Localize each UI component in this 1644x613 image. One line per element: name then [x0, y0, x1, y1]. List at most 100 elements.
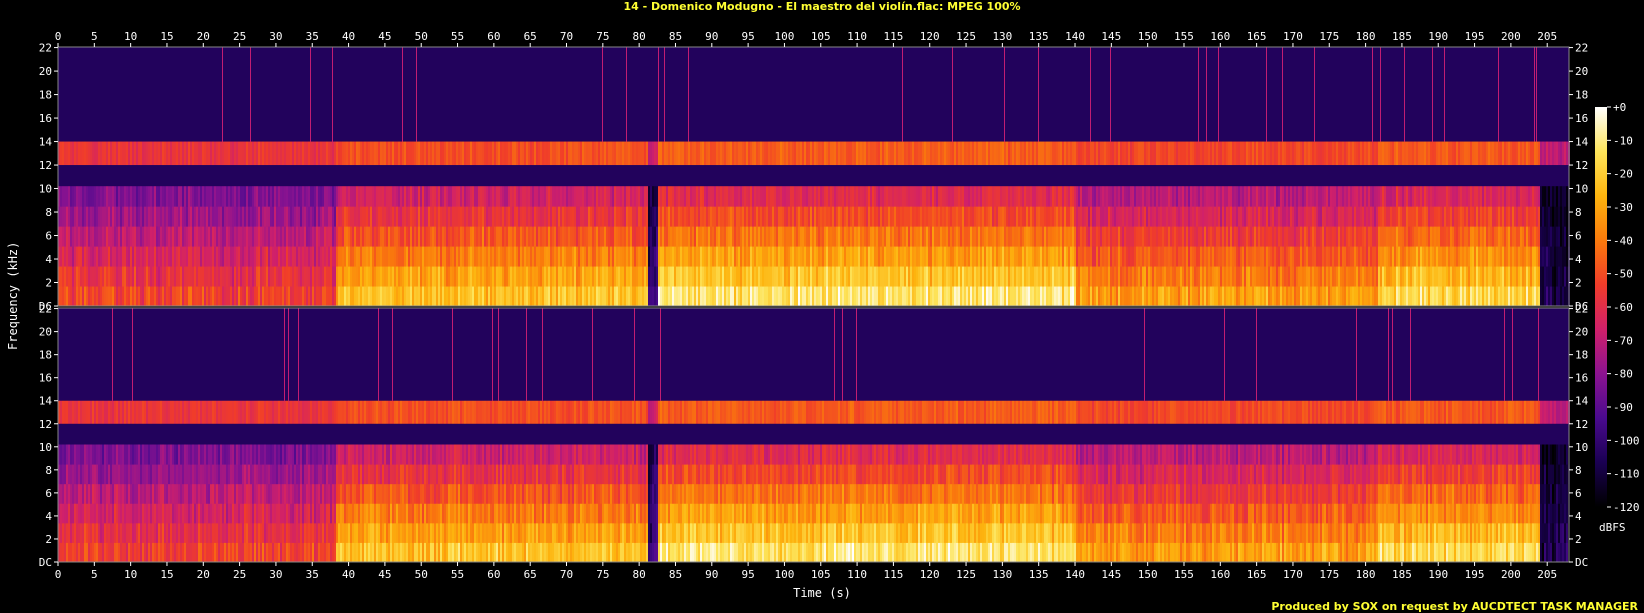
spectrum-cell: [1356, 286, 1358, 307]
spectrum-cell: [1466, 206, 1468, 227]
spectrum-cell: [414, 206, 416, 227]
spectrum-cell: [452, 266, 454, 287]
spectrum-cell: [414, 286, 416, 307]
spectrum-cell: [1342, 206, 1344, 227]
spectrum-cell: [496, 266, 498, 287]
spectrum-cell: [1202, 206, 1204, 227]
spectrum-cell: [328, 141, 330, 166]
spectrum-cell: [130, 226, 132, 247]
spectrum-cell: [1118, 246, 1120, 267]
spectrum-cell: [1276, 226, 1278, 247]
spectrum-cell: [606, 206, 608, 227]
spectrum-cell: [656, 266, 658, 287]
spectrum-cell: [258, 141, 260, 166]
spectrum-cell: [1080, 186, 1082, 207]
spectrum-cell: [66, 266, 68, 287]
spectrum-cell: [1240, 186, 1242, 207]
spectrum-cell: [270, 206, 272, 227]
spectrum-cell: [1152, 141, 1154, 166]
spectrum-cell: [1310, 206, 1312, 227]
spectrum-cell: [1474, 286, 1476, 307]
spectrum-cell: [902, 226, 904, 247]
spectrum-cell: [212, 266, 214, 287]
spectrum-cell: [912, 286, 914, 307]
spectrum-cell: [1456, 286, 1458, 307]
spectrum-cell: [758, 226, 760, 247]
spectrum-cell: [980, 226, 982, 247]
spectrum-cell: [728, 141, 730, 166]
spectrum-cell: [312, 206, 314, 227]
spectrum-cell: [1058, 266, 1060, 287]
spectrum-cell: [1292, 206, 1294, 227]
spectrum-cell: [100, 286, 102, 307]
spectrum-cell: [666, 226, 668, 247]
spectrum-cell: [366, 286, 368, 307]
spectrum-cell: [820, 286, 822, 307]
spectrum-cell: [1268, 226, 1270, 247]
spectrum-cell: [1128, 286, 1130, 307]
spectrum-cell: [736, 186, 738, 207]
spectrum-cell: [1454, 246, 1456, 267]
spectrum-cell: [1366, 246, 1368, 267]
spectrum-cell: [1372, 226, 1374, 247]
spectrum-cell: [1262, 266, 1264, 287]
spectrum-cell: [1332, 206, 1334, 227]
spectrum-cell: [890, 266, 892, 287]
spectrum-cell: [404, 186, 406, 207]
spectrum-cell: [192, 206, 194, 227]
spectrum-cell: [1446, 141, 1448, 166]
spectrum-cell: [792, 246, 794, 267]
spectrum-cell: [736, 286, 738, 307]
spectrum-cell: [1314, 226, 1316, 247]
spectrum-transient: [1038, 47, 1039, 142]
spectrum-cell: [120, 246, 122, 267]
spectrum-cell: [886, 266, 888, 287]
spectrum-cell: [780, 286, 782, 307]
spectrum-cell: [574, 186, 576, 207]
spectrum-cell: [464, 206, 466, 227]
spectrum-cell: [482, 246, 484, 267]
spectrum-cell: [1186, 226, 1188, 247]
spectrum-cell: [950, 206, 952, 227]
spectrum-cell: [1320, 206, 1322, 227]
spectrum-cell: [438, 226, 440, 247]
spectrum-cell: [542, 266, 544, 287]
spectrum-cell: [698, 186, 700, 207]
spectrum-cell: [1160, 206, 1162, 227]
spectrum-cell: [1258, 286, 1260, 307]
spectrum-cell: [396, 206, 398, 227]
spectrum-cell: [546, 286, 548, 307]
spectrum-cell: [1382, 206, 1384, 227]
spectrum-cell: [840, 266, 842, 287]
spectrum-cell: [876, 286, 878, 307]
spectrum-cell: [1264, 246, 1266, 267]
spectrum-cell: [1340, 246, 1342, 267]
spectrum-cell: [1050, 186, 1052, 207]
spectrum-cell: [602, 226, 604, 247]
spectrum-cell: [644, 266, 646, 287]
spectrum-cell: [628, 266, 630, 287]
spectrum-cell: [1254, 246, 1256, 267]
spectrum-cell: [962, 186, 964, 207]
spectrum-cell: [598, 266, 600, 287]
spectrum-cell: [952, 286, 954, 307]
spectrum-cell: [462, 141, 464, 166]
spectrum-cell: [962, 266, 964, 287]
spectrum-cell: [312, 226, 314, 247]
spectrum-cell: [982, 286, 984, 307]
spectrum-cell: [616, 226, 618, 247]
spectrum-cell: [430, 266, 432, 287]
spectrum-cell: [1002, 186, 1004, 207]
spectrum-cell: [640, 286, 642, 307]
spectrum-cell: [834, 186, 836, 207]
spectrum-cell: [1080, 226, 1082, 247]
spectrum-cell: [1450, 226, 1452, 247]
spectrum-cell: [910, 206, 912, 227]
spectrum-cell: [846, 286, 848, 307]
spectrum-cell: [150, 206, 152, 227]
spectrum-cell: [1352, 206, 1354, 227]
spectrum-cell: [618, 186, 620, 207]
spectrum-cell: [766, 206, 768, 227]
spectrum-cell: [1334, 246, 1336, 267]
spectrum-cell: [620, 226, 622, 247]
